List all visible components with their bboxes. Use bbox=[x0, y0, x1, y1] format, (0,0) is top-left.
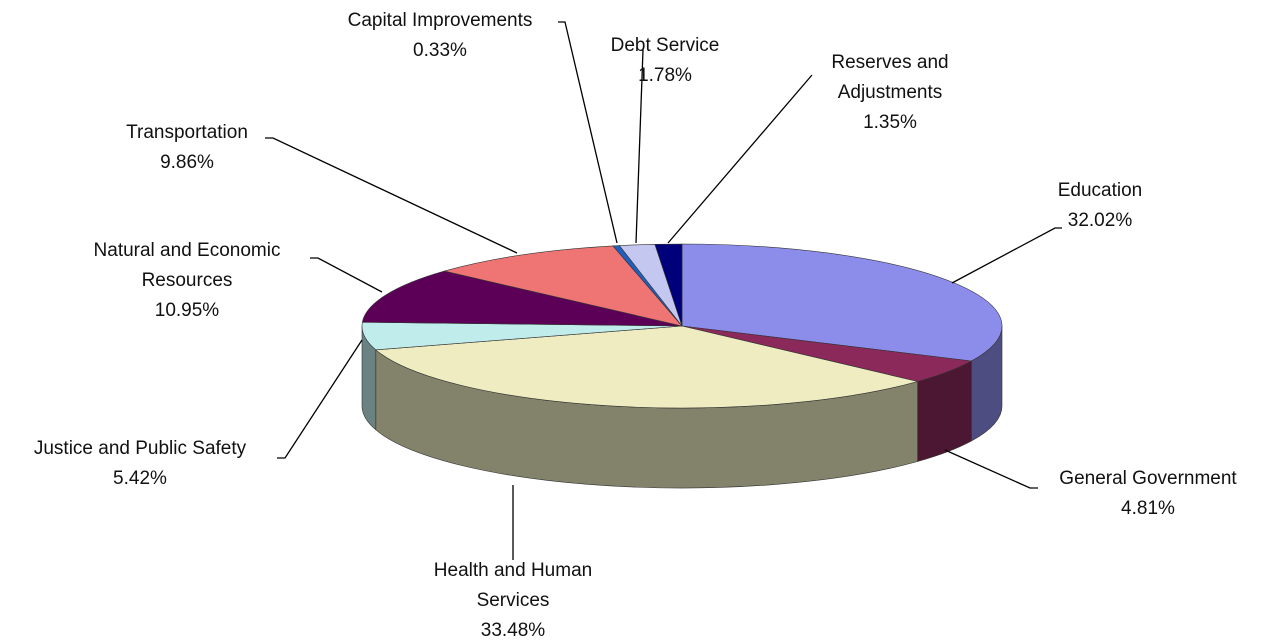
slice-label: General Government 4.81% bbox=[1059, 464, 1236, 524]
category-name: Education bbox=[1057, 180, 1143, 201]
value-label: 0.33% bbox=[413, 40, 467, 61]
slice-label: Transportation 9.86% bbox=[126, 118, 248, 178]
slice bbox=[375, 325, 918, 409]
leader-line bbox=[265, 137, 518, 254]
slice bbox=[681, 243, 1003, 362]
slice-label: Health and Human Services 33.48% bbox=[413, 556, 613, 642]
category-name: General Government bbox=[1059, 468, 1237, 489]
leader-line bbox=[310, 257, 383, 293]
leader-line bbox=[951, 227, 1062, 284]
slice-label: Debt Service 1.78% bbox=[611, 31, 720, 91]
category-name: Natural and Economic Resources bbox=[93, 240, 281, 291]
leader-line bbox=[667, 74, 813, 244]
leader-line bbox=[277, 339, 363, 459]
slice-label: Natural and Economic Resources 10.95% bbox=[67, 236, 307, 326]
slice-label: Justice and Public Safety 5.42% bbox=[34, 434, 246, 494]
leader-line bbox=[558, 21, 618, 244]
value-label: 9.86% bbox=[160, 152, 214, 173]
category-name: Transportation bbox=[126, 122, 248, 143]
value-label: 5.42% bbox=[113, 468, 167, 489]
category-name: Health and Human Services bbox=[433, 560, 593, 611]
value-label: 33.48% bbox=[480, 620, 546, 641]
slice bbox=[654, 243, 683, 327]
slice-label: Education 32.02% bbox=[1058, 176, 1143, 236]
value-label: 32.02% bbox=[1067, 210, 1133, 231]
value-label: 10.95% bbox=[154, 300, 220, 321]
category-name: Reserves and Adjustments bbox=[831, 52, 949, 103]
category-name: Justice and Public Safety bbox=[33, 438, 247, 459]
value-label: 4.81% bbox=[1121, 498, 1175, 519]
value-label: 1.78% bbox=[638, 65, 692, 86]
value-label: 1.35% bbox=[863, 112, 917, 133]
leader-line bbox=[944, 449, 1038, 489]
leader-line bbox=[635, 49, 644, 244]
category-name: Capital Improvements bbox=[347, 10, 533, 31]
category-name: Debt Service bbox=[610, 35, 720, 56]
slice bbox=[444, 245, 683, 327]
slice bbox=[361, 270, 683, 327]
slice-label: Reserves and Adjustments 1.35% bbox=[815, 48, 965, 138]
slice-label: Capital Improvements 0.33% bbox=[348, 6, 533, 66]
